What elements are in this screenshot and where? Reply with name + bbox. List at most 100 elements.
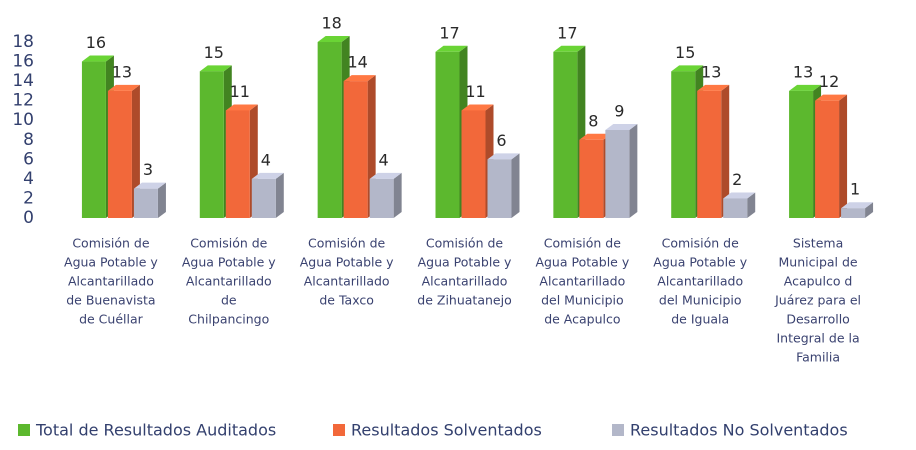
x-tick-label: Acapulco d [784,274,853,289]
y-tick-label: 0 [23,208,34,228]
value-label: 17 [557,23,577,42]
legend-label: Total de Resultados Auditados [35,421,276,440]
x-tick-label: de Cuéllar [79,312,144,327]
legend-label: Resultados Solventados [351,421,542,440]
bar-side [747,192,756,218]
value-label: 3 [143,160,153,179]
bar-side [721,84,730,218]
bar-top [553,45,586,52]
x-tick-label: Sistema [793,236,843,251]
x-tick-label: Agua Potable y [418,255,512,270]
x-tick-label: Municipal de [779,255,858,270]
x-tick-label: Chilpancingo [188,312,269,327]
x-tick-label: de Acapulco [544,312,620,327]
value-label: 8 [588,111,598,130]
bar [579,139,604,218]
x-tick-label: de [221,293,237,308]
value-label: 15 [675,43,695,62]
x-tick-label: Alcantarillado [422,274,508,289]
value-label: 12 [819,72,839,91]
bar-side [629,124,638,218]
bar-top [317,36,350,42]
x-tick-label: Agua Potable y [535,255,629,270]
y-tick-label: 8 [23,130,34,150]
bar-side [157,182,166,218]
value-label: 13 [112,62,132,81]
x-tick-label: Comisión de [308,236,385,251]
y-tick-label: 16 [12,52,34,72]
value-label: 1 [850,180,860,199]
bar [815,100,840,218]
bar [605,130,630,218]
x-tick-label: Alcantarillado [68,274,154,289]
legend-swatch [333,424,345,436]
x-tick-label: del Municipio [659,293,742,308]
bar [369,178,394,218]
x-tick-label: de Taxco [319,293,374,308]
y-tick-label: 4 [23,169,34,189]
bar [317,42,342,218]
value-label: 13 [793,62,813,81]
legend-label: Resultados No Solventados [630,421,848,440]
bar [553,51,578,219]
x-tick-label: de Buenavista [66,293,155,308]
value-label: 6 [496,131,506,150]
x-tick-label: Integral de la [777,331,860,346]
x-tick-label: Alcantarillado [186,274,272,289]
x-tick-label: Agua Potable y [653,255,747,270]
bar-top [81,55,114,62]
bar-top [487,153,520,160]
value-label: 11 [465,82,485,101]
bar [697,90,722,218]
x-tick-label: de Iguala [671,312,729,327]
x-tick-label: Agua Potable y [182,255,276,270]
value-label: 4 [261,150,271,169]
bar [461,110,486,218]
y-tick-label: 2 [23,188,34,208]
x-tick-label: Comisión de [426,236,503,251]
bar-top [225,104,258,111]
bar-top [671,65,704,72]
bar-side [511,153,520,218]
bar-top [435,45,468,52]
legend-swatch [612,424,624,436]
bar-top [723,192,756,199]
bar [671,71,696,218]
bar [487,159,512,218]
bar-top [343,75,376,82]
bar-top [133,182,166,189]
x-tick-label: de Zihuatanejo [417,293,511,308]
bar [225,110,250,218]
bar [841,208,866,218]
y-tick-label: 18 [12,32,34,52]
bar-top [789,84,822,91]
y-tick-label: 12 [12,91,34,111]
bar [723,198,748,218]
x-tick-label: Alcantarillado [657,274,743,289]
bar [107,90,132,218]
y-tick-label: 14 [12,71,34,91]
bar-top [579,133,612,140]
bar-side [839,94,848,218]
value-label: 2 [732,170,742,189]
bar-top [461,104,494,111]
bar-side [131,84,140,218]
y-tick-label: 10 [12,110,34,130]
x-tick-label: Comisión de [190,236,267,251]
bar [81,61,106,218]
x-tick-label: Comisión de [544,236,621,251]
y-tick-label: 6 [23,149,34,169]
x-tick-label: Comisión de [662,236,739,251]
value-label: 16 [86,33,106,52]
bar-top [841,202,874,209]
value-label: 4 [379,150,389,169]
x-tick-label: Desarrollo [786,312,850,327]
value-label: 17 [439,23,459,42]
x-tick-label: del Municipio [541,293,624,308]
bar-top [697,84,730,91]
bar [251,178,276,218]
value-label: 14 [347,53,367,72]
x-tick-label: Alcantarillado [304,274,390,289]
bar [133,188,158,218]
